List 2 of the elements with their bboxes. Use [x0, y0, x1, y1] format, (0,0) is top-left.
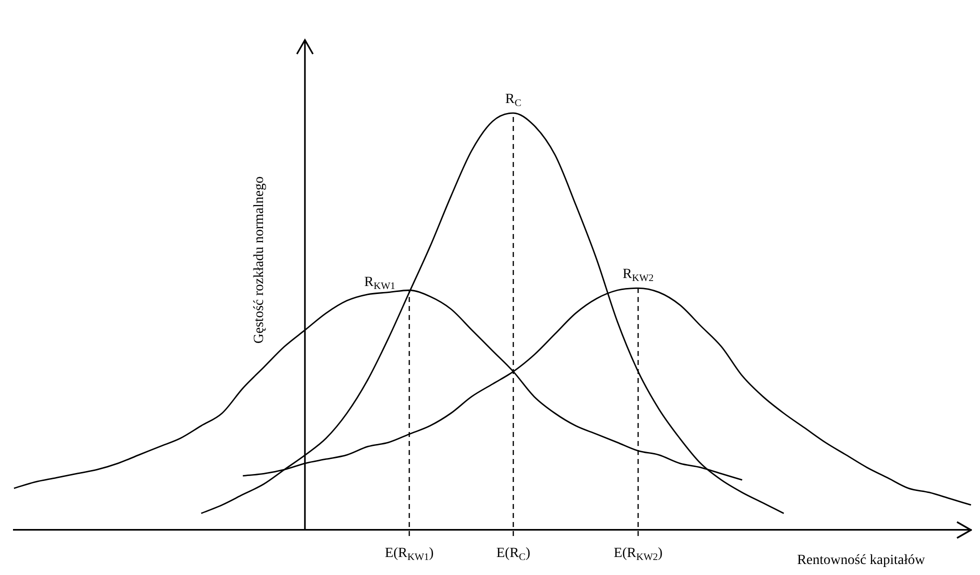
- x-axis-title: Rentowność kapitałów: [797, 553, 926, 568]
- y-axis-title: Gęstość rozkładu normalnego: [252, 176, 267, 344]
